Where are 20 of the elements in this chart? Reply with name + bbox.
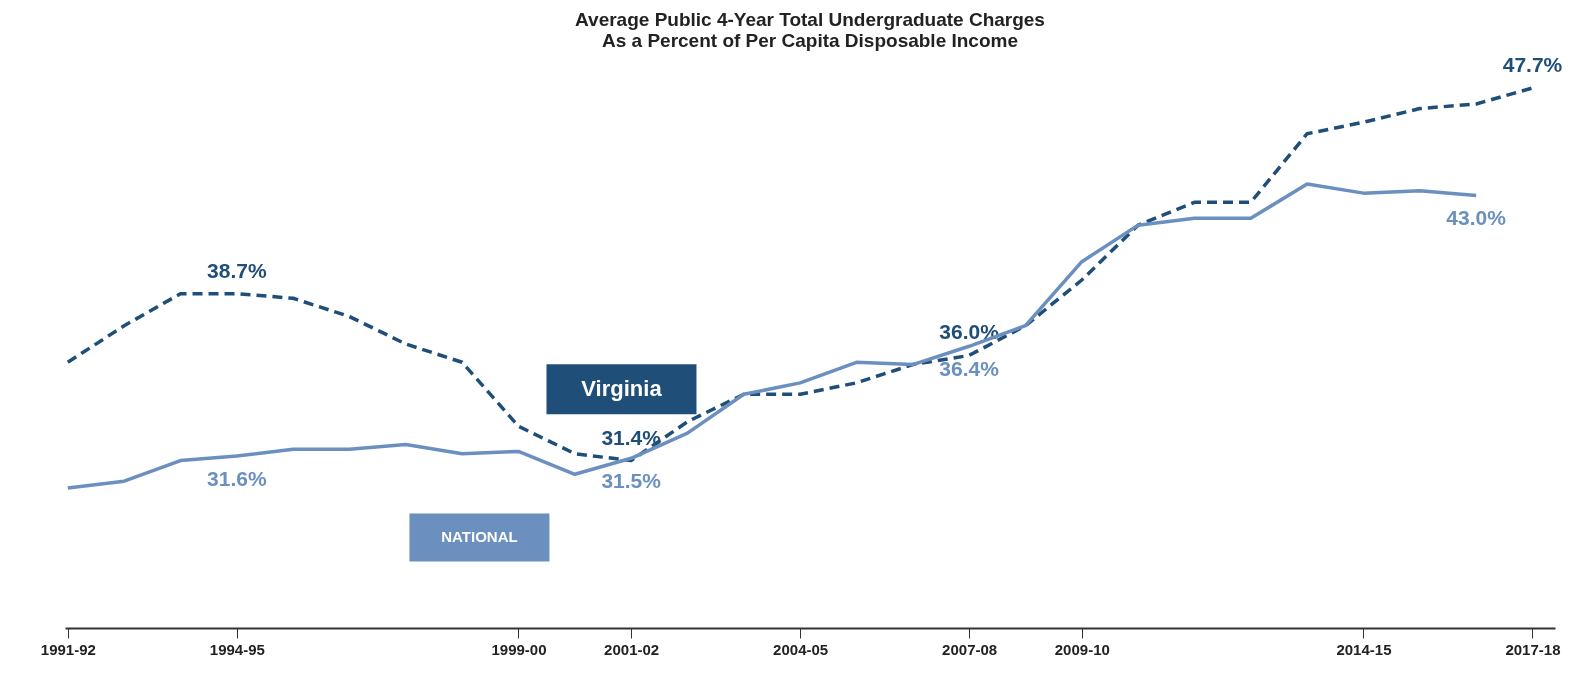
data-label: 31.4%	[601, 425, 662, 449]
x-tick-label: 2007-08	[942, 640, 998, 658]
data-label: 31.6%	[207, 467, 267, 490]
data-label: 43.0%	[1446, 206, 1507, 230]
text: NATIONAL	[441, 528, 518, 546]
data-label: 47.7%	[1502, 53, 1563, 76]
data-label: 36.4%	[939, 357, 1000, 381]
x-tick-label: 1991-92	[40, 640, 96, 658]
x-tick-label: 2017-18	[1505, 640, 1561, 658]
x-tick-label: 1994-95	[209, 640, 265, 658]
x-tick-label: 1999-00	[491, 640, 547, 658]
series-label: Virginia	[581, 376, 663, 402]
x-tick-label: 2014-15	[1336, 640, 1392, 658]
x-tick-label: 2009-10	[1054, 640, 1110, 658]
data-label: 36.0%	[939, 320, 1000, 344]
x-tick-label: 2004-05	[773, 640, 829, 658]
x-tick-label: 2001-02	[604, 640, 660, 658]
chart-title: Average Public 4-Year Total Undergraduate Charges As a Percent of Per Capita Disposable Income	[575, 9, 1045, 51]
data-label: 31.5%	[601, 469, 662, 493]
data-label: 38.7%	[207, 258, 267, 282]
